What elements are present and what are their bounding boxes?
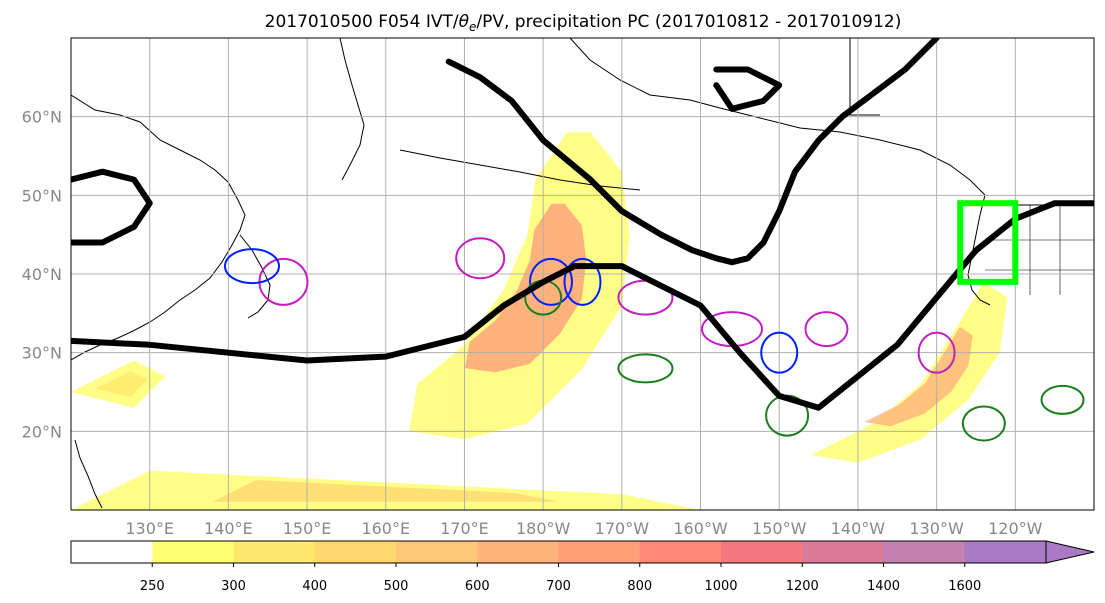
coastline-layer — [71, 38, 1094, 509]
colorbar-label: 400 — [302, 579, 327, 594]
colorbar-label: 500 — [384, 579, 409, 594]
magenta-pv-contour — [455, 237, 506, 280]
colorbar-label: 300 — [221, 579, 246, 594]
region-box-layer — [957, 200, 1019, 285]
map-panel — [70, 37, 1095, 511]
ivt-core-west-band — [95, 371, 148, 398]
y-tick-labels: 20°N 30°N 40°N 50°N 60°N — [22, 108, 62, 442]
y-tick-label: 50°N — [22, 186, 62, 205]
theta-e-contour-alaska-loop — [713, 66, 783, 112]
colorbar-segment — [558, 541, 641, 563]
coastline-kamchatka — [339, 38, 365, 181]
colorbar-label: 1000 — [704, 579, 737, 594]
colorbar-label: 1400 — [867, 579, 900, 594]
coastline-asia — [71, 94, 246, 361]
map-frame — [70, 37, 1095, 511]
x-tick-label: 140°E — [204, 519, 253, 538]
ivt-core-east-pacific-river — [864, 326, 973, 427]
colorbar-segment — [152, 541, 234, 563]
theta-e-contour-northern-loop — [445, 38, 940, 266]
colorbar-segment — [71, 541, 153, 563]
colorbar-segment — [314, 541, 397, 563]
colorbar-segment — [639, 541, 722, 563]
colorbar-segment — [802, 541, 884, 563]
green-pv-contour — [961, 405, 1006, 442]
x-tick-label: 130°E — [125, 519, 174, 538]
y-tick-label: 60°N — [22, 108, 62, 127]
blue-pv-contour — [760, 331, 799, 374]
coastline-north-america — [967, 194, 991, 306]
green-pv-contour — [617, 353, 674, 384]
us-states-lines — [985, 205, 1094, 295]
x-tick-label: 180°W — [516, 519, 571, 538]
y-tick-label: 40°N — [22, 265, 62, 284]
blue-pv-contour — [529, 257, 574, 306]
blue-pv-contour — [223, 248, 280, 285]
colorbar-label: 1600 — [948, 579, 981, 594]
magenta-pv-contour — [917, 331, 956, 374]
colorbar-label: 700 — [546, 579, 571, 594]
coastline-alaska — [569, 38, 986, 196]
contour-layer — [223, 237, 1085, 442]
ivt-region-east-pacific-river — [810, 281, 1008, 463]
colorbar-label: 800 — [627, 579, 652, 594]
colorbar-segment — [396, 541, 478, 563]
y-tick-label: 20°N — [22, 422, 62, 441]
colorbar-segment — [883, 541, 966, 563]
x-tick-label: 170°W — [595, 519, 650, 538]
x-tick-label: 160°E — [361, 519, 410, 538]
x-tick-label: 130°W — [909, 519, 964, 538]
colorbar-segment — [964, 541, 1047, 563]
blue-pv-contour — [563, 257, 602, 306]
ivt-core-central-pacific-river — [465, 203, 587, 373]
y-tick-label: 30°N — [22, 344, 62, 363]
x-tick-label: 140°W — [831, 519, 886, 538]
coastline-philippines — [74, 439, 103, 509]
x-tick-label: 170°E — [440, 519, 489, 538]
x-tick-label: 160°W — [673, 519, 728, 538]
x-tick-label: 120°W — [988, 519, 1043, 538]
colorbar-label: 1200 — [786, 579, 819, 594]
theta-e-contour-siberia-loop — [71, 168, 153, 246]
colorbar-segment — [721, 541, 803, 563]
colorbar-segment — [233, 541, 316, 563]
x-tick-label: 150°W — [752, 519, 807, 538]
colorbar-label: 250 — [140, 579, 165, 594]
colorbar-label: 600 — [465, 579, 490, 594]
green-pv-contour — [1040, 384, 1085, 415]
magenta-pv-contour — [804, 311, 849, 348]
chart-title: 2017010500 F054 IVT/θe/PV, precipitation… — [265, 12, 902, 34]
x-tick-label: 150°E — [283, 519, 332, 538]
verification-region-box — [957, 200, 1019, 285]
colorbar-extend-arrow — [1045, 540, 1095, 564]
colorbar: 250 300 400 500 600 700 800 1000 1200 1400 1600 — [70, 540, 1095, 594]
colorbar-segment — [477, 541, 559, 563]
x-tick-labels: 130°E 140°E 150°E 160°E 170°E 180°W 170°W 160°W… — [125, 519, 1042, 538]
